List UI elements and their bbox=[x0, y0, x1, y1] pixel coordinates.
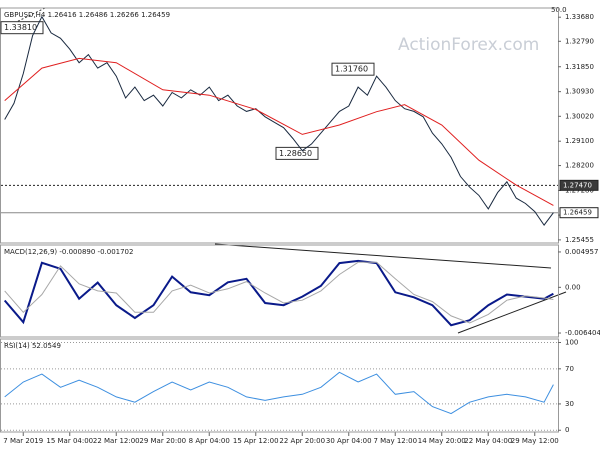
x-tick-label: 22 May 04:00 bbox=[464, 437, 512, 445]
y-tick-label: 70 bbox=[565, 365, 574, 373]
y-tick-label: 1.30020 bbox=[565, 112, 594, 120]
watermark: ActionForex.com bbox=[398, 35, 539, 55]
x-tick-label: 29 Mar 20:00 bbox=[139, 437, 186, 445]
annotation-box bbox=[275, 146, 319, 160]
panel-frame bbox=[0, 338, 559, 433]
y-tick-label: 0.004957 bbox=[565, 248, 598, 256]
series-line bbox=[4, 371, 554, 415]
x-tick-label: 14 May 20:00 bbox=[418, 437, 466, 445]
y-tick-label: 0 bbox=[565, 426, 569, 434]
series-line bbox=[4, 261, 554, 324]
y-tick-label: 1.32790 bbox=[565, 37, 594, 45]
level-box bbox=[559, 207, 599, 219]
panel-title: GBPUSD,H4 1.26416 1.26486 1.26266 1.2645… bbox=[4, 11, 170, 19]
annotation-label: 1.31760 bbox=[335, 65, 368, 74]
x-tick-label: 30 Apr 04:00 bbox=[326, 437, 372, 445]
y-tick-label: 1.31850 bbox=[565, 63, 594, 71]
y-tick-label: 1.29100 bbox=[565, 137, 594, 145]
trendline bbox=[214, 243, 552, 269]
series-line bbox=[4, 15, 554, 226]
y-tick-label: 1.33680 bbox=[565, 13, 594, 21]
y-tick-label: 1.30930 bbox=[565, 88, 594, 96]
annotation-label: 1.33810 bbox=[4, 23, 37, 32]
series-line bbox=[4, 57, 554, 206]
annotation-box bbox=[331, 62, 375, 76]
level-label: 1.27470 bbox=[563, 181, 592, 189]
y-tick-label: 1.28200 bbox=[565, 162, 594, 170]
x-tick-label: 7 Mar 2019 bbox=[3, 437, 43, 445]
y-tick-label: 100 bbox=[565, 339, 578, 347]
x-tick-label: 29 May 12:00 bbox=[511, 437, 559, 445]
panel-frame bbox=[0, 244, 559, 338]
panel-title: MACD(12,26,9) -0.000890 -0.001702 bbox=[4, 248, 133, 256]
level-label: 1.26459 bbox=[563, 209, 592, 217]
y-tick-label: 1.25455 bbox=[565, 236, 594, 244]
x-tick-label: 22 Apr 20:00 bbox=[279, 437, 325, 445]
x-tick-label: 8 Apr 04:00 bbox=[189, 437, 230, 445]
y-tick-label: 30 bbox=[565, 400, 574, 408]
y-tick-label: -0.006404 bbox=[565, 329, 600, 337]
level-box bbox=[559, 179, 599, 191]
panel-title: RSI(14) 52.0549 bbox=[4, 342, 61, 350]
panel-frame bbox=[0, 7, 559, 244]
series-line bbox=[3, 259, 554, 327]
x-tick-label: 7 May 12:00 bbox=[373, 437, 417, 445]
x-tick-label: 22 Mar 12:00 bbox=[93, 437, 140, 445]
x-tick-label: 15 Mar 04:00 bbox=[46, 437, 93, 445]
annotation-box bbox=[0, 21, 44, 35]
y-tick-label: 0.00 bbox=[565, 283, 581, 291]
annotation-label: 1.28650 bbox=[279, 149, 312, 158]
x-tick-label: 15 Apr 12:00 bbox=[233, 437, 279, 445]
